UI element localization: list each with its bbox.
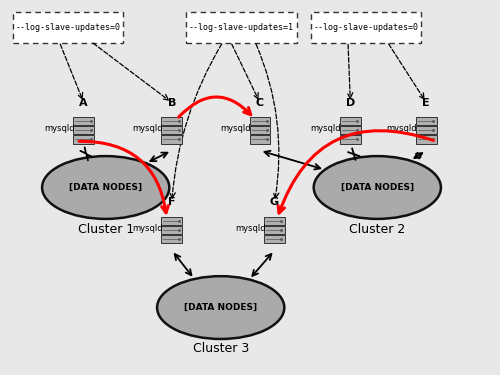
- Text: --log-slave-updates=1: --log-slave-updates=1: [189, 23, 294, 32]
- Text: mysqld: mysqld: [44, 124, 74, 133]
- Text: [DATA NODES]: [DATA NODES]: [341, 183, 414, 192]
- FancyBboxPatch shape: [74, 126, 94, 134]
- Text: mysqld: mysqld: [132, 124, 162, 133]
- FancyBboxPatch shape: [162, 235, 182, 243]
- Ellipse shape: [157, 276, 284, 339]
- FancyBboxPatch shape: [12, 12, 123, 44]
- FancyBboxPatch shape: [416, 117, 436, 125]
- Text: --log-slave-updates=0: --log-slave-updates=0: [314, 23, 419, 32]
- Text: mysqld: mysqld: [386, 124, 417, 133]
- FancyBboxPatch shape: [74, 117, 94, 125]
- Text: [DATA NODES]: [DATA NODES]: [184, 303, 258, 312]
- Ellipse shape: [314, 156, 441, 219]
- Text: Cluster 2: Cluster 2: [349, 224, 406, 237]
- FancyBboxPatch shape: [250, 135, 270, 144]
- Text: B: B: [168, 98, 176, 108]
- FancyBboxPatch shape: [162, 135, 182, 144]
- FancyBboxPatch shape: [340, 126, 360, 134]
- FancyBboxPatch shape: [186, 12, 296, 44]
- FancyBboxPatch shape: [311, 12, 422, 44]
- FancyBboxPatch shape: [162, 226, 182, 234]
- FancyBboxPatch shape: [250, 126, 270, 134]
- FancyBboxPatch shape: [264, 217, 285, 225]
- Text: G: G: [270, 197, 279, 207]
- Text: mysqld: mysqld: [310, 124, 341, 133]
- Text: A: A: [80, 98, 88, 108]
- Text: E: E: [422, 98, 430, 108]
- FancyBboxPatch shape: [162, 126, 182, 134]
- Text: Cluster 3: Cluster 3: [192, 342, 249, 355]
- Text: --log-slave-updates=0: --log-slave-updates=0: [16, 23, 120, 32]
- Text: C: C: [256, 98, 264, 108]
- Text: mysqld: mysqld: [220, 124, 250, 133]
- FancyBboxPatch shape: [340, 117, 360, 125]
- FancyBboxPatch shape: [250, 117, 270, 125]
- Text: mysqld: mysqld: [132, 224, 162, 232]
- FancyBboxPatch shape: [162, 217, 182, 225]
- Text: D: D: [346, 98, 355, 108]
- FancyBboxPatch shape: [264, 235, 285, 243]
- Ellipse shape: [42, 156, 170, 219]
- FancyBboxPatch shape: [340, 135, 360, 144]
- Text: F: F: [168, 197, 175, 207]
- FancyBboxPatch shape: [74, 135, 94, 144]
- FancyBboxPatch shape: [416, 135, 436, 144]
- FancyBboxPatch shape: [264, 226, 285, 234]
- FancyBboxPatch shape: [416, 126, 436, 134]
- Text: Cluster 1: Cluster 1: [78, 224, 134, 237]
- Text: mysqld: mysqld: [235, 224, 266, 232]
- FancyBboxPatch shape: [162, 117, 182, 125]
- Text: [DATA NODES]: [DATA NODES]: [69, 183, 142, 192]
